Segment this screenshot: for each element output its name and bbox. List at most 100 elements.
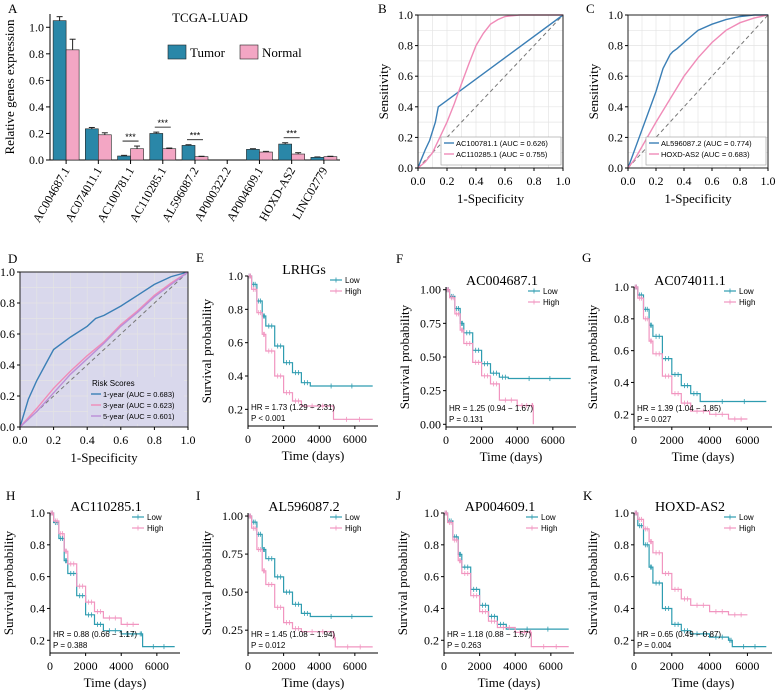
y-tick-label: 1.00 xyxy=(222,509,243,523)
legend-label-high: High xyxy=(147,524,163,533)
x-tick-label: 0 xyxy=(47,659,53,673)
x-tick-label: 0 xyxy=(631,659,637,673)
y-axis-label: Relative genes expression xyxy=(2,19,17,155)
legend-label-high: High xyxy=(345,524,361,533)
x-tick-label: 4000 xyxy=(307,659,331,673)
legend-entry: AC110285.1 (AUC = 0.755) xyxy=(456,150,548,159)
legend-label-normal: Normal xyxy=(262,45,302,60)
legend-label-high: High xyxy=(739,524,755,533)
bar-normal xyxy=(98,134,112,161)
y-tick-label: 0.8 xyxy=(228,302,243,316)
x-tick-label: 1.0 xyxy=(181,433,196,447)
x-tick-label: 1.0 xyxy=(556,174,571,188)
x-axis-label: Time (days) xyxy=(672,449,735,464)
panel-i-km-chart: 0.25 0.50 0.75 1.00 0 2000 4000 6000 Time (days)… xyxy=(199,500,378,690)
survival-curve-low xyxy=(248,275,373,387)
bar-normal xyxy=(194,156,209,161)
hazard-ratio-annotation: HR = 0.88 (0.66 − 1.17) xyxy=(53,630,137,639)
y-tick-label: 0.4 xyxy=(29,100,44,114)
panel-h-km-chart: 0.2 0.4 0.6 0.8 1.0 0 2000 4000 6000 Time (days) S… xyxy=(1,500,180,690)
survival-curve-high xyxy=(634,286,748,420)
bar-tumor xyxy=(278,143,292,161)
significance-stars: *** xyxy=(125,132,136,142)
y-tick-label: 0.8 xyxy=(30,538,45,552)
hazard-ratio-annotation: HR = 1.45 (1.08 − 1.94) xyxy=(251,630,335,639)
legend-box xyxy=(88,377,184,424)
bar-tumor xyxy=(310,157,325,161)
x-tick-label: 0 xyxy=(631,433,637,447)
x-tick-label: 6000 xyxy=(735,659,759,673)
y-tick-label: 0.4 xyxy=(424,601,439,615)
legend-entry: 1-year (AUC = 0.683) xyxy=(103,390,175,399)
y-tick-label: 0.0 xyxy=(29,153,44,167)
y-tick-label: 0.6 xyxy=(424,570,439,584)
panel-letter-g: G xyxy=(582,250,591,265)
p-value-annotation: P = 0.131 xyxy=(449,415,484,424)
significance-stars: *** xyxy=(286,129,297,139)
y-tick-label: 0.2 xyxy=(228,402,243,416)
chart-title: AC110285.1 xyxy=(70,500,141,515)
legend-box xyxy=(440,136,562,166)
plot-frame xyxy=(417,14,564,169)
y-tick-label: 0.8 xyxy=(29,47,44,61)
x-axis-label: Time (days) xyxy=(478,675,541,690)
survival-curve-high xyxy=(248,515,373,648)
hazard-ratio-annotation: HR = 1.25 (0.94 − 1.67) xyxy=(449,404,533,413)
y-tick-label: 0.2 xyxy=(398,130,413,144)
legend-label-low: Low xyxy=(739,513,754,522)
y-axis-label: Survival probability xyxy=(1,530,16,635)
panel-letter-c: C xyxy=(586,1,595,16)
x-tick-label: 2000 xyxy=(660,433,684,447)
x-tick-label: 4000 xyxy=(505,433,529,447)
chart-title: TCGA-LUAD xyxy=(172,10,248,25)
roc-curve-3-year xyxy=(19,271,189,428)
y-axis-label: Survival probability xyxy=(199,298,214,403)
panel-j-km-chart: 0.2 0.4 0.6 0.8 1.0 0 2000 4000 6000 Time (days) S… xyxy=(395,500,574,690)
bar-tumor xyxy=(246,149,260,161)
panel-c-roc-chart: 0.00.0 0.2 0.2 0.4 0.4 0.6 0.6 0.8 0.8 1.0 1.0 1-Sp… xyxy=(586,8,776,206)
bar-tumor xyxy=(149,133,164,161)
survival-curve-low xyxy=(634,286,767,403)
y-axis-label: Sensitivity xyxy=(586,63,601,119)
y-tick-label: 0.2 xyxy=(608,130,623,144)
legend-entry: HOXD-AS2 (AUC = 0.683) xyxy=(661,150,750,159)
y-tick-label: 0.2 xyxy=(614,407,629,421)
legend-swatch-tumor xyxy=(167,44,187,60)
diagonal-reference xyxy=(19,271,189,428)
x-tick-label: 6000 xyxy=(539,659,563,673)
panel-letter-i: I xyxy=(196,488,200,503)
x-tick-label: 4000 xyxy=(109,659,133,673)
hazard-ratio-annotation: HR = 1.39 (1.04 − 1.85) xyxy=(637,404,721,413)
y-tick-label: 0.0 xyxy=(0,420,15,434)
y-tick-label: 0.6 xyxy=(608,69,623,83)
x-tick-label: 0.6 xyxy=(498,174,513,188)
y-tick-label: 0.25 xyxy=(222,623,243,637)
y-tick-label: 1.0 xyxy=(614,280,629,294)
y-tick-label: 1.0 xyxy=(30,506,45,520)
hazard-ratio-annotation: HR = 1.18 (0.88 − 1.57) xyxy=(447,630,531,639)
y-tick-label: 1.0 xyxy=(398,8,413,22)
bar-normal xyxy=(323,156,338,161)
chart-title: AC074011.1 xyxy=(654,274,725,289)
legend-label-tumor: Tumor xyxy=(190,45,226,60)
bar-tumor xyxy=(117,155,131,161)
x-axis-label: 1-Specificity xyxy=(664,191,732,206)
p-value-annotation: P = 0.263 xyxy=(447,641,482,650)
roc-curve-al596087-2 xyxy=(627,14,768,169)
plot-frame xyxy=(627,14,769,169)
p-value-annotation: P = 0.027 xyxy=(637,415,672,424)
legend-title: Risk Scores xyxy=(92,379,135,388)
x-tick-label: 6000 xyxy=(735,433,759,447)
x-tick-label: 0.2 xyxy=(649,174,664,188)
y-tick-label: 0.6 xyxy=(29,73,44,87)
y-tick-label: 0.50 xyxy=(222,585,243,599)
y-tick-label: 1.0 xyxy=(614,506,629,520)
bar-normal xyxy=(130,148,144,161)
y-tick-label: 0.6 xyxy=(30,570,45,584)
x-tick-label: 0 xyxy=(441,659,447,673)
panel-f-km-chart: 0.00 0.25 0.50 0.75 1.00 0 2000 4000 6000 Time (d… xyxy=(397,274,576,464)
y-tick-label: 0.75 xyxy=(222,547,243,561)
roc-curve-ac100781-1 xyxy=(417,14,564,169)
y-tick-label: 0.8 xyxy=(424,538,439,552)
x-axis-label: 1-Specificity xyxy=(457,191,525,206)
